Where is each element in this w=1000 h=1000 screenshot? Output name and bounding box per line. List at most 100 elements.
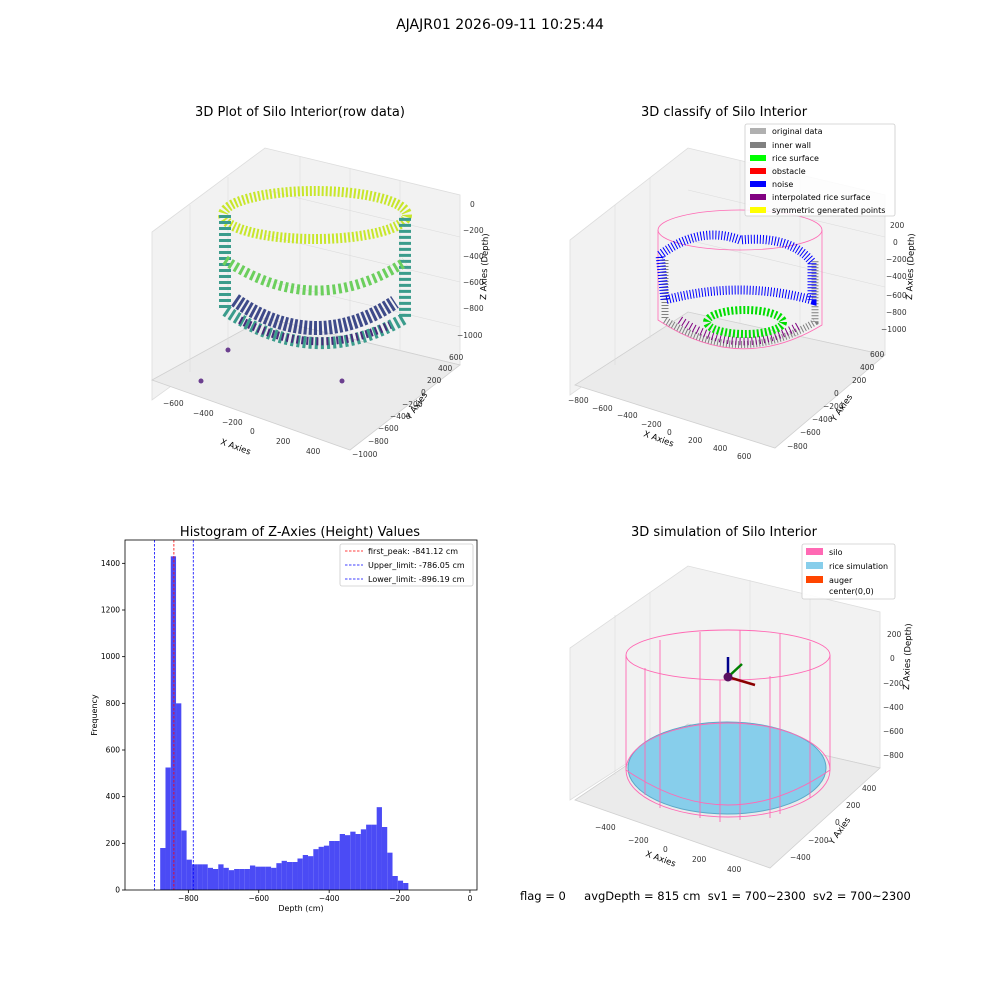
simulation-rice-surface (627, 721, 827, 815)
legend-label-inner-wall: inner wall (772, 141, 811, 150)
subplot-raw-data: 3D Plot of Silo Interior(row data) −600 … (151, 105, 491, 459)
histogram-bar (302, 855, 309, 890)
histogram-bar (292, 862, 298, 890)
histogram-bar (392, 876, 398, 890)
legend-swatch-obstacle (750, 168, 766, 174)
raw-z-tick: 0 (470, 200, 475, 209)
histogram-bar (360, 829, 367, 890)
histogram-y-tick-label: 400 (106, 792, 121, 801)
simulation-plot-title: 3D simulation of Silo Interior (631, 525, 818, 540)
histogram-legend: first_peak: -841.12 cm Upper_limit: -786… (339, 543, 474, 587)
histogram-bar (276, 863, 282, 890)
histogram-bar (297, 858, 303, 890)
simulation-y-tick: 400 (862, 784, 877, 793)
histogram-y-tick-label: 1400 (101, 559, 120, 568)
histogram-bar (345, 835, 351, 890)
histogram-x-tick-label: −400 (319, 894, 340, 903)
histogram-bar (260, 866, 266, 890)
histogram-bar (160, 848, 166, 890)
simulation-x-tick: 0 (663, 845, 668, 854)
legend-label-rice-surface: rice surface (772, 154, 819, 163)
histogram-bar (228, 870, 235, 890)
legend-label-first-peak: first_peak: -841.12 cm (368, 547, 458, 556)
raw-outlier-points (198, 347, 345, 384)
legend-label-upper-limit: Upper_limit: -786.05 cm (368, 561, 465, 570)
status-line: flag = 0 avgDepth = 815 cm sv1 = 700~230… (520, 889, 911, 903)
auger-axis-x (727, 675, 756, 687)
classify-z-tick: −600 (886, 291, 907, 300)
histogram-bar (339, 834, 345, 890)
histogram-bar (387, 852, 393, 890)
histogram-bar (223, 867, 229, 890)
legend-swatch-interpolated (750, 194, 766, 200)
simulation-z-tick-labels: 200 0 −200 −400 −600 −800 (883, 630, 904, 760)
legend-label-lower-limit: Lower_limit: -896.19 cm (368, 575, 465, 584)
simulation-z-tick: 0 (890, 654, 895, 663)
legend-swatch-inner-wall (750, 142, 766, 148)
raw-z-tick-labels: 0 −200 −400 −600 −800 −1000 (457, 200, 484, 340)
histogram-bar (191, 864, 198, 890)
raw-z-tick: −600 (463, 278, 484, 287)
histogram-bar (403, 883, 409, 890)
classify-legend: original data inner wall rice surface ob… (744, 123, 896, 217)
classify-x-tick-labels: −800 −600 −400 −200 0 200 400 600 (568, 396, 752, 461)
histogram-y-tick-label: 0 (115, 886, 120, 895)
classify-x-tick: 0 (667, 428, 672, 437)
raw-x-tick: 200 (276, 437, 291, 446)
simulation-x-tick: 200 (692, 855, 707, 864)
histogram-bar (350, 831, 356, 890)
classify-legend-box (744, 123, 896, 217)
classify-z-tick: −200 (886, 255, 907, 264)
simulation-legend-box (801, 543, 896, 600)
histogram-bar (397, 880, 404, 890)
classify-x-tick: −600 (592, 404, 613, 413)
raw-x-tick-labels: −600 −400 −200 0 200 400 (163, 399, 321, 456)
histogram-x-tick-label: −200 (389, 894, 410, 903)
simulation-y-tick: −200 (808, 836, 829, 845)
raw-x-tick: 0 (250, 427, 255, 436)
histogram-plot-frame (124, 539, 478, 891)
raw-y-tick: 600 (449, 353, 464, 362)
classify-interpolated-points (677, 316, 803, 346)
histogram-bar (355, 834, 361, 890)
raw-x-tick: 400 (306, 447, 321, 456)
histogram-bar (176, 703, 182, 890)
legend-label-interpolated: interpolated rice surface (772, 193, 870, 202)
classify-z-tick-labels: 200 0 −200 −400 −600 −800 −1000 (881, 221, 907, 334)
raw-x-tick: −600 (163, 399, 184, 408)
legend-swatch-rice-sim (806, 562, 823, 569)
simulation-auger (723, 657, 756, 687)
classify-x-tick: −400 (617, 411, 638, 420)
histogram-bar (244, 869, 250, 890)
raw-silo-wall (219, 215, 411, 350)
center-marker (723, 672, 733, 682)
classify-x-tick: −200 (641, 420, 662, 429)
legend-label-center: center(0,0) (829, 587, 874, 596)
legend-swatch-silo (806, 548, 823, 555)
status-sv2: sv2 = 700~2300 (812, 889, 911, 903)
histogram-bar (213, 869, 219, 890)
classify-y-tick: 0 (834, 389, 839, 398)
classify-floor-pane (574, 311, 886, 449)
simulation-x-tick: −400 (595, 823, 616, 832)
histogram-bar (329, 841, 335, 890)
classify-y-tick: −600 (800, 428, 821, 437)
histogram-bar (313, 849, 319, 890)
histogram-bar (271, 867, 277, 890)
histogram-bar (286, 862, 293, 890)
subplot-simulation: 3D simulation of Silo Interior silo rice… (569, 525, 914, 874)
histogram-bar (371, 824, 377, 890)
classify-y-tick: 400 (860, 363, 875, 372)
classify-x-tick: 400 (713, 444, 728, 453)
histogram-bar (308, 856, 314, 890)
histogram-bar (366, 824, 372, 890)
raw-x-axis-label: X Axies (219, 437, 252, 457)
histogram-bar (281, 860, 287, 890)
raw-y-tick: −800 (368, 437, 389, 446)
simulation-y-tick: 0 (835, 818, 840, 827)
classify-y-tick: −400 (812, 415, 833, 424)
raw-y-tick: 0 (421, 388, 426, 397)
histogram-y-tick-label: 1000 (101, 652, 120, 661)
classify-z-tick: −800 (886, 308, 907, 317)
histogram-bar (249, 865, 256, 890)
